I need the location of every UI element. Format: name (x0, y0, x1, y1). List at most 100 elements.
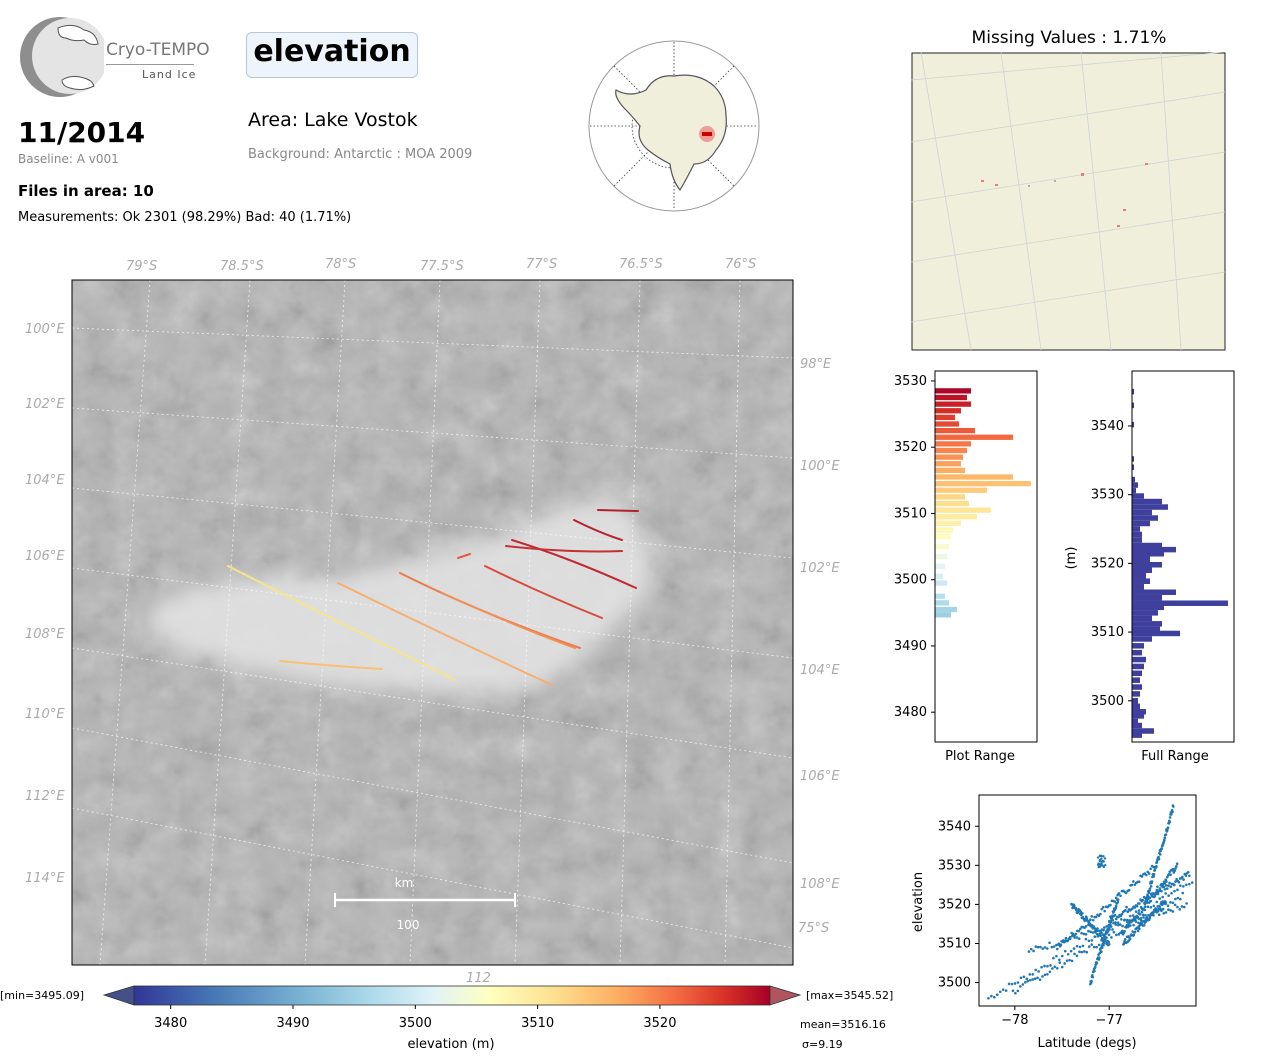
histogram-bar (1132, 626, 1160, 633)
histogram-bar (1132, 520, 1150, 527)
scatter-point (1188, 874, 1191, 878)
y-tick-label: 3500 (938, 976, 971, 991)
scatter-xlabel: Latitude (degs) (1037, 1036, 1136, 1051)
scatter-point (1148, 887, 1152, 890)
scatter-point (1174, 867, 1177, 870)
histogram-bar (935, 520, 961, 527)
scatter-point (1117, 933, 1121, 936)
missing-values-title: Missing Values : 1.71% (971, 28, 1167, 48)
scatter-point (1178, 908, 1182, 911)
scatter-point (1058, 958, 1061, 962)
scatter-point (1160, 847, 1164, 850)
scatter-point (1158, 897, 1162, 900)
scatter-point (1120, 929, 1124, 933)
scatter-point (1138, 902, 1141, 905)
histogram-bar (1132, 630, 1180, 637)
scatter-point (1138, 927, 1141, 930)
scatter-point (1107, 942, 1111, 946)
histogram-bar (935, 580, 947, 586)
scalebar-unit: km (395, 876, 414, 890)
histogram-bar (1132, 551, 1164, 557)
y-tick-label: 3520 (894, 440, 927, 455)
lon-label-right: 104°E (800, 663, 840, 678)
scatter-point (1097, 914, 1101, 918)
scatter-point (1102, 943, 1105, 947)
histogram-bar (1132, 656, 1146, 663)
scatter-point (1152, 913, 1155, 917)
histogram-bar (1132, 578, 1150, 584)
scatter-point (1157, 889, 1161, 893)
histogram-bar (1132, 594, 1162, 601)
histogram-full-range: 3500 3510 3520 3530 3540 Full Range (m) (1064, 370, 1235, 764)
histogram-bar (1132, 684, 1142, 690)
scatter-point (1190, 881, 1194, 884)
lat-label: 79°S (126, 259, 157, 274)
scatter-point (1071, 932, 1075, 936)
colorbar-mean-label: mean=3516.16 (800, 1018, 886, 1031)
scatter-point (1143, 905, 1147, 909)
scatter-point (1007, 982, 1011, 986)
scatter-point (1046, 964, 1049, 968)
histogram-bar (1132, 722, 1142, 729)
scatter-point (1031, 973, 1035, 976)
scatter-point (1144, 920, 1148, 923)
histogram-bar (1132, 583, 1144, 590)
scatter-point (1107, 926, 1111, 929)
scatter-point (1123, 918, 1127, 922)
scatter-point (1167, 894, 1170, 897)
histogram-bar (935, 600, 949, 606)
scatter-point (1034, 945, 1038, 948)
scatter-point (1043, 946, 1047, 949)
histogram-bar (1132, 561, 1162, 568)
scatter-point (1112, 921, 1115, 925)
scatter-point (1077, 937, 1081, 941)
scatter-point (1087, 939, 1091, 943)
scatter-point (1132, 880, 1135, 883)
scatter-point (1163, 887, 1167, 891)
scatter-point (1039, 945, 1042, 949)
lon-label-left: 114°E (25, 871, 65, 886)
main-map[interactable]: 79°S 78.5°S 78°S 77.5°S 77°S 76.5°S 76°S… (0, 248, 860, 988)
scatter-point (1174, 880, 1177, 883)
lon-label-right: 98°E (800, 357, 832, 372)
scatter-point (1100, 946, 1104, 950)
scatter-point (1091, 975, 1095, 979)
scatter-point (1149, 906, 1153, 909)
scatter-point (1052, 956, 1055, 960)
scatter-point (1028, 978, 1032, 982)
scatter-point (1179, 884, 1182, 887)
scatter-point (1163, 881, 1167, 885)
histogram-bar (1132, 709, 1146, 715)
scatter-point (1153, 894, 1157, 898)
scatter-point (1090, 943, 1094, 946)
scatter-point (1128, 914, 1132, 918)
y-tick-label: 3530 (1091, 488, 1124, 503)
scatter-point (1149, 867, 1152, 871)
scatter-point (1114, 904, 1118, 908)
histogram-bar (1132, 691, 1140, 697)
scatter-point (1063, 940, 1066, 944)
histogram-bar (935, 421, 959, 427)
scatter-point (1060, 965, 1064, 969)
colorbar-tick-label: 3480 (154, 1016, 187, 1031)
scatter-point (1091, 931, 1095, 934)
scatter-point (1173, 903, 1177, 907)
scatter-point (1181, 875, 1184, 879)
scatter-point (1033, 977, 1037, 981)
scatter-point (1182, 878, 1185, 881)
scatter-point (1157, 857, 1161, 861)
scatter-point (1138, 913, 1142, 916)
scatter-point (1145, 873, 1148, 877)
scatter-point (1176, 896, 1180, 900)
y-tick-label: 3510 (938, 936, 971, 951)
histogram-bar (935, 563, 945, 570)
lat-label-corner: 75°S (798, 921, 829, 936)
scatter-point (1027, 950, 1031, 953)
histogram-bar (1132, 610, 1158, 616)
scatter-point (1163, 836, 1167, 840)
histogram-bar (1132, 703, 1140, 710)
histogram-bar (935, 543, 949, 550)
y-tick-label: 3510 (1091, 625, 1124, 640)
scatter-point (1127, 888, 1131, 892)
scatter-point (1075, 954, 1079, 958)
